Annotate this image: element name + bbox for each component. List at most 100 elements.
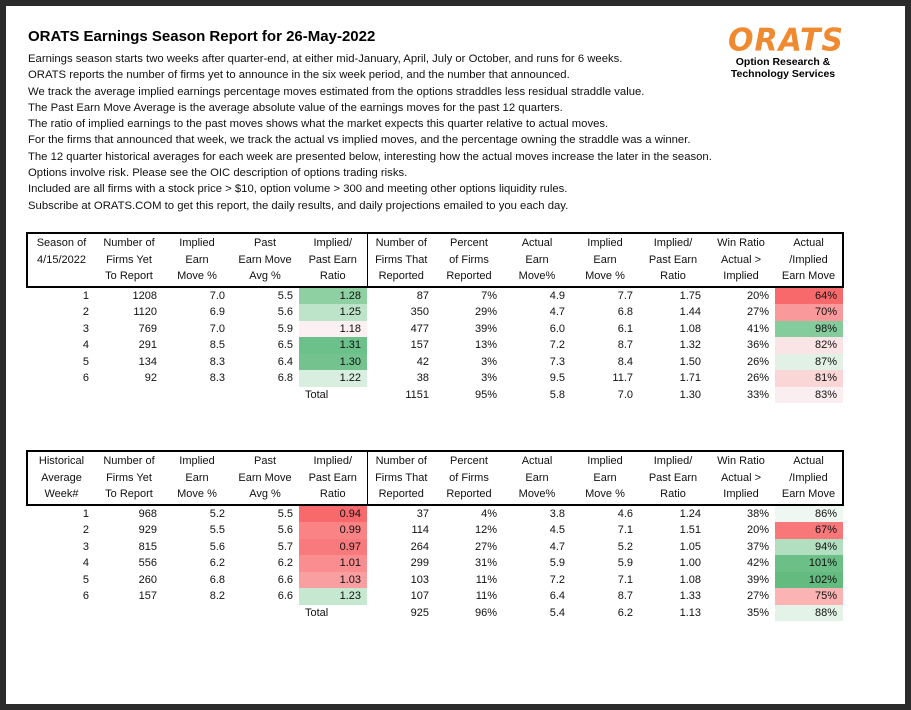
current-season-table: Season of 4/15/2022 Number of Firms Yet To … (26, 232, 844, 403)
total-cell: 83% (775, 386, 843, 403)
table-cell: 0.94 (299, 504, 367, 522)
total-cell: 7.0 (617, 388, 633, 401)
table-cell: 6 (82, 590, 89, 602)
table-cell: 36% (746, 339, 769, 351)
column-header-line: Firms That (375, 253, 428, 266)
column-header: Actual Earn Move% (503, 450, 571, 506)
column-header-line: Ratio (319, 270, 346, 282)
table-cell: 260 (138, 573, 157, 586)
column-header-line: /Implied (789, 253, 828, 266)
table-cell: 157 (138, 590, 157, 602)
table-cell: 6.8 (617, 306, 633, 318)
table-cell: 4 (82, 339, 89, 351)
total-cell: 1151 (405, 388, 429, 401)
total-label: Total (305, 388, 329, 401)
table-cell: 6.2 (209, 557, 225, 569)
intro-line: Included are all firms with a stock pric… (28, 183, 568, 196)
intro-line: Earnings season starts two weeks after q… (28, 53, 623, 65)
column-header-line: To Report (105, 270, 153, 282)
intro-line: Options involve risk. Please see the OIC… (28, 167, 408, 180)
table-cell: 5.5 (277, 289, 293, 302)
report-page: ORATS Earnings Season Report for 26-May-… (6, 6, 905, 704)
table-cell: 29% (474, 306, 497, 318)
table-cell: 1.51 (679, 524, 701, 536)
column-header-line: Week# (44, 488, 79, 500)
total-cell: 33% (746, 388, 769, 401)
total-cell: 88% (775, 604, 843, 621)
table-cell: 20% (746, 524, 769, 536)
column-header-line: Earn Move (781, 270, 836, 282)
table-cell: 37 (416, 507, 429, 520)
column-header-line: Percent (450, 237, 488, 249)
table-cell: 7.3 (549, 355, 565, 368)
table-cell: 7.7 (617, 289, 633, 302)
table-cell: 968 (138, 507, 157, 520)
column-header: Number of Firms That Reported (367, 450, 435, 506)
table-cell: 5.6 (209, 540, 225, 553)
column-header-line: Past (253, 455, 276, 467)
column-header: Implied Earn Move % (571, 450, 639, 506)
table-cell: 3.8 (549, 507, 565, 520)
column-header-line: /Implied (789, 471, 828, 484)
table-cell: 1.00 (679, 557, 701, 569)
total-cell: 95% (474, 388, 497, 401)
column-header-line: Move % (177, 270, 217, 282)
table-cell: 7.1 (617, 524, 633, 536)
table-cell: 37% (746, 540, 769, 553)
table-cell: 7.2 (549, 339, 565, 351)
table-cell: 41% (746, 322, 769, 335)
table-row: 3 769 7.0 5.9 1.18 477 39% 6.0 6.1 1.08 41% 98% (27, 320, 843, 337)
table-cell: 5 (82, 573, 89, 586)
table-cell: 27% (746, 306, 769, 318)
column-header-line: Move % (585, 270, 625, 282)
intro-line: The Past Earn Move Average is the averag… (28, 101, 563, 114)
table-row: 4 556 6.2 6.2 1.01 299 31% 5.9 5.9 1.00 42% 101% (27, 555, 843, 572)
table-cell: 12% (474, 524, 497, 536)
table-cell: 1.31 (299, 337, 367, 354)
table-cell: 5.7 (277, 540, 293, 553)
table-cell: 11% (475, 590, 497, 602)
table-cell: 6.6 (277, 573, 293, 586)
column-header-line: Historical (38, 455, 85, 467)
column-header: Number of Firms That Reported (367, 232, 435, 288)
column-header-line: Move% (518, 488, 556, 500)
table-cell: 26% (746, 372, 769, 384)
column-header: Actual/Implied Earn Move (775, 450, 844, 506)
column-header-line: Move% (518, 270, 556, 282)
table-row: 2 1120 6.9 5.6 1.25 350 29% 4.7 6.8 1.44 27% 70% (27, 304, 843, 321)
table-cell: 4.6 (617, 507, 633, 520)
table-cell: 5.9 (277, 322, 293, 335)
column-header-line: To Report (105, 488, 153, 500)
column-header-line: Firms Yet (106, 253, 152, 266)
table-cell: 8.7 (617, 339, 633, 351)
table-cell: 2 (82, 306, 89, 318)
table-row: 6 92 8.3 6.8 1.22 38 3% 9.5 11.7 1.71 26% 81% (27, 370, 843, 387)
table-cell: 0.99 (299, 522, 367, 539)
total-cell: 35% (746, 606, 769, 619)
column-header-line: Number of (103, 455, 155, 467)
table-cell: 1.08 (679, 322, 701, 335)
intro-text: Earnings season starts two weeks after q… (28, 51, 712, 214)
column-header-line: Implied/ (313, 237, 353, 249)
column-header: Win Ratio Actual > Implied (707, 232, 775, 288)
column-header-line: Earn Move (238, 471, 292, 484)
table-cell: 7.2 (549, 573, 565, 586)
column-header-line: Reported (446, 488, 492, 500)
table-cell: 299 (410, 557, 429, 569)
column-header-line: Avg % (249, 270, 281, 282)
table-row: 5 134 8.3 6.4 1.30 42 3% 7.3 8.4 1.50 26% 87% (27, 353, 843, 370)
column-header-line: Win Ratio (717, 455, 765, 467)
table-cell: 98% (775, 320, 843, 337)
column-header-line: Win Ratio (717, 237, 765, 249)
table-cell: 103 (410, 573, 429, 586)
column-header-line: Past Earn (308, 253, 357, 266)
table-cell: 81% (775, 370, 843, 387)
table-cell: 114 (411, 524, 429, 536)
table-cell: 1.50 (679, 355, 701, 368)
table-cell: 1 (82, 289, 89, 302)
table-row: 6 157 8.2 6.6 1.23 107 11% 6.4 8.7 1.33 27% 75% (27, 588, 843, 605)
table-cell: 67% (775, 522, 843, 539)
total-label: Total (305, 606, 329, 619)
table-cell: 4% (481, 507, 497, 520)
table-cell: 1 (82, 507, 89, 520)
